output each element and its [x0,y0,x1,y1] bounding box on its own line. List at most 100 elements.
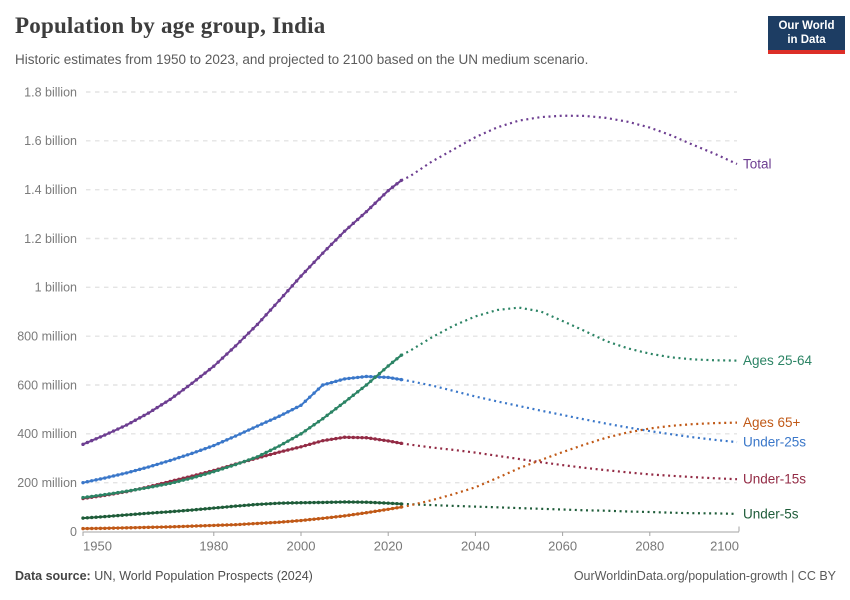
series-label-ages-65-[interactable]: Ages 65+ [743,415,801,430]
series-point-ages-25-64 [225,465,229,470]
series-point-under-15s [273,451,277,456]
series-point-ages-65- [151,525,155,529]
series-point-ages-25-64 [137,487,142,491]
series-line-total[interactable] [82,179,402,446]
series-projection-under-25s[interactable] [401,378,738,444]
series-point-ages-25-64 [146,485,151,490]
series-point-ages-65- [281,520,286,524]
series-point-ages-65- [246,522,251,526]
series-line-ages-25-64[interactable] [82,354,402,499]
series-point-ages-65- [190,524,194,528]
series-point-under-15s [364,436,369,440]
series-point-under-25s [268,418,273,422]
series-point-under-5s [268,501,273,506]
series-point-under-5s [81,516,85,520]
series-point-under-5s [338,500,342,504]
series-point-under-25s [238,432,242,436]
series-label-under-15s[interactable]: Under-15s [743,472,806,487]
series-point-ages-65- [308,517,312,522]
series-point-under-25s [81,480,85,485]
series-label-under-5s[interactable]: Under-5s [743,506,799,521]
series-point-ages-25-64 [373,375,377,380]
series-point-under-15s [369,436,373,441]
owid-logo-line2: in Data [787,33,826,46]
series-line-under-25s[interactable] [82,375,402,484]
series-point-under-25s [290,407,294,412]
series-point-total [308,265,312,269]
series-point-ages-25-64 [268,448,273,453]
series-point-ages-25-64 [124,489,129,493]
series-point-under-25s [369,374,373,379]
series-point-under-25s [255,424,260,428]
series-point-under-5s [242,503,247,508]
series-line-ages-65-[interactable] [82,506,402,530]
series-point-ages-25-64 [286,439,290,443]
series-point-ages-65- [390,506,395,511]
series-projection-ages-65-[interactable] [401,421,738,509]
series-point-ages-25-64 [111,491,116,495]
series-point-under-15s [329,437,334,442]
series-point-ages-25-64 [238,461,242,465]
series-projection-under-5s[interactable] [401,502,738,515]
series-line-under-5s[interactable] [82,501,402,520]
series-point-under-25s [111,474,116,478]
y-tick-label: 1.8 billion [24,85,77,99]
series-point-under-5s [159,510,164,515]
series-point-under-5s [294,501,299,505]
series-point-total [216,360,220,364]
series-point-under-5s [129,512,133,517]
series-point-under-5s [111,514,116,518]
license-link[interactable]: OurWorldinData.org/population-growth | C… [573,569,836,583]
series-projection-ages-25-64[interactable] [400,306,738,362]
series-point-total [373,201,377,205]
series-point-total [116,427,120,431]
series-point-ages-65- [216,523,220,527]
series-point-ages-25-64 [321,416,325,421]
series-point-under-25s [103,476,107,480]
series-projection-under-15s[interactable] [401,442,738,481]
y-tick-label: 1 billion [35,281,77,295]
series-point-total [303,269,308,274]
series-point-ages-25-64 [351,393,356,397]
series-projection-total[interactable] [400,114,738,182]
series-point-ages-65- [229,523,233,527]
series-point-ages-25-64 [260,452,264,457]
series-point-ages-65- [120,526,124,530]
series-point-total [190,381,194,385]
series-label-ages-25-64[interactable]: Ages 25-64 [743,353,813,368]
series-point-ages-65- [103,526,107,531]
series-point-ages-65- [177,524,181,529]
series-point-ages-65- [137,525,142,530]
chart-subtitle: Historic estimates from 1950 to 2023, an… [15,52,589,67]
series-point-total [146,411,151,415]
series-point-under-25s [168,458,172,463]
series-point-under-25s [303,399,308,403]
y-tick-label: 200 million [17,476,77,490]
series-point-ages-25-64 [90,494,94,499]
series-point-total [390,185,395,189]
series-point-ages-65- [238,522,242,527]
series-point-ages-25-64 [329,410,334,414]
series-point-under-5s [312,500,316,505]
series-point-under-15s [312,441,316,445]
series-point-ages-25-64 [181,478,185,482]
series-point-total [399,178,403,183]
y-tick-label: 800 million [17,329,77,343]
series-point-ages-65- [386,507,390,511]
series-point-under-5s [382,501,386,505]
series-point-total [355,217,360,222]
series-point-under-25s [229,436,233,440]
series-label-total[interactable]: Total [743,157,772,172]
series-point-under-5s [137,512,142,516]
series-point-total [172,394,177,398]
y-tick-label: 600 million [17,378,77,392]
series-point-ages-65- [325,516,329,520]
series-point-ages-65- [142,525,146,530]
series-point-total [185,384,190,389]
series-point-total [238,339,242,344]
series-point-under-5s [390,501,395,506]
series-label-under-25s[interactable]: Under-25s [743,435,806,450]
series-point-ages-25-64 [369,379,373,383]
series-point-under-5s [347,500,351,504]
series-point-ages-65- [355,512,360,516]
